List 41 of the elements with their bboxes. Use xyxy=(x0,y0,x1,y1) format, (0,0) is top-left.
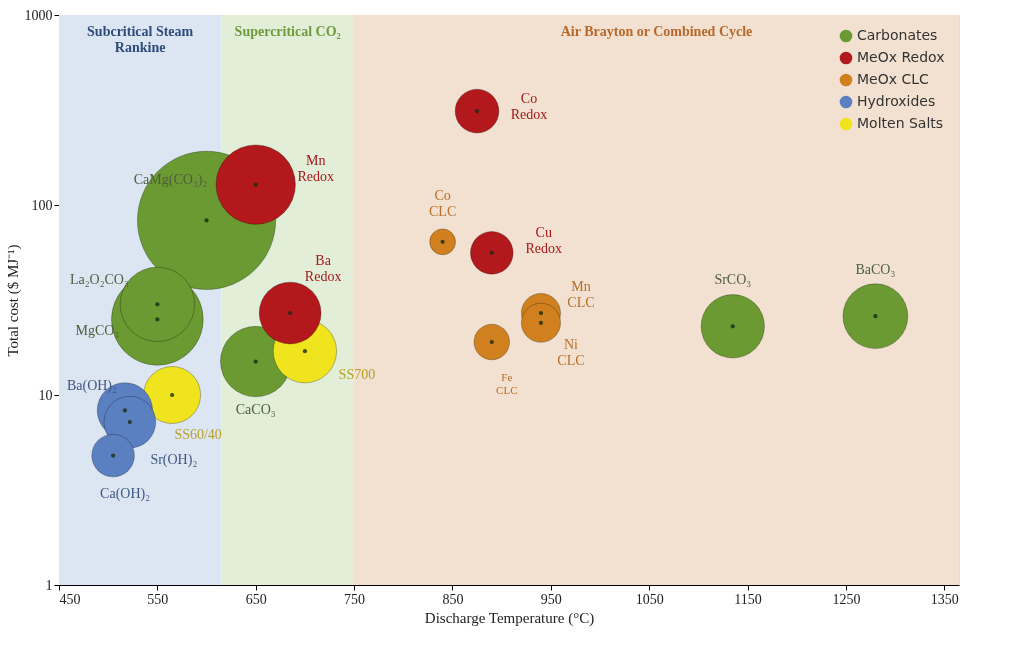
annotation: Mn Redox xyxy=(297,152,334,184)
y-tick-label: 1 xyxy=(45,577,53,593)
annotation: CaCO₃ xyxy=(235,401,276,417)
x-tick-label: 1250 xyxy=(832,591,861,607)
y-tick-label: 100 xyxy=(31,197,53,213)
x-tick-label: 550 xyxy=(147,591,169,607)
y-tick-label: 1000 xyxy=(24,7,53,23)
legend-label: Carbonates xyxy=(857,27,938,43)
band-label: Air Brayton or Combined Cycle xyxy=(560,24,753,39)
x-tick-label: 450 xyxy=(59,591,81,607)
legend-label: MeOx CLC xyxy=(857,71,930,87)
x-tick-label: 750 xyxy=(344,591,366,607)
band-label: Supercritical CO₂ xyxy=(234,24,341,39)
band-label: Subcritical Steam Rankine xyxy=(87,24,194,55)
legend-label: Hydroxides xyxy=(857,93,936,109)
y-tick-label: 10 xyxy=(38,387,53,403)
annotation: Fe CLC xyxy=(496,371,518,397)
annotation: BaCO₃ xyxy=(855,262,896,278)
annotation: Ni CLC xyxy=(557,336,585,368)
annotation: Co CLC xyxy=(428,187,457,219)
annotation: SS60/40 xyxy=(174,427,222,442)
x-tick-label: 850 xyxy=(442,591,464,607)
x-tick-label: 1150 xyxy=(734,591,762,607)
annotation: Mn CLC xyxy=(567,279,595,311)
x-tick-label: 1350 xyxy=(930,591,959,607)
annotation: SrCO₃ xyxy=(714,272,752,288)
annotation: SS700 xyxy=(338,367,376,383)
x-tick-label: 650 xyxy=(245,591,267,607)
legend-label: MeOx Redox xyxy=(857,49,945,65)
annotation: Ba Redox xyxy=(304,253,342,285)
annotation: Co Redox xyxy=(510,91,548,123)
x-tick-label: 1050 xyxy=(635,591,664,607)
x-axis-title: Discharge Temperature (°C) xyxy=(424,609,595,627)
legend-label: Molten Salts xyxy=(857,115,944,131)
y-axis-title: Total cost ($ MJ⁻¹) xyxy=(4,244,22,357)
annotation: Cu Redox xyxy=(525,224,563,256)
annotation: Ba(OH)₂ xyxy=(66,378,118,395)
x-tick-label: 950 xyxy=(540,591,562,607)
annotation: Ca(OH)₂ xyxy=(100,485,151,502)
annotation: Sr(OH)₂ xyxy=(150,452,198,469)
annotation: La₂O₂CO₃ xyxy=(69,272,129,288)
